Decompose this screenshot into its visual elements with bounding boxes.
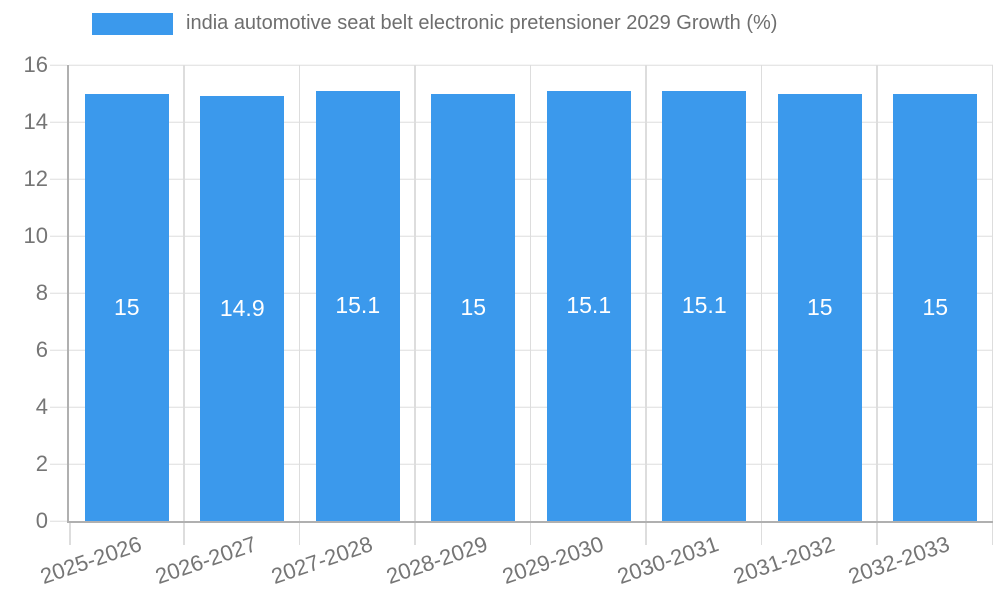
y-tick-mark (50, 520, 67, 522)
h-gridline (69, 178, 993, 180)
v-gridline (298, 65, 300, 521)
bar-value-label: 15 (922, 293, 949, 320)
legend-item[interactable]: india automotive seat belt electronic pr… (92, 12, 777, 35)
y-tick-mark (50, 178, 67, 180)
x-tick-label: 2032-2033 (845, 531, 953, 590)
v-gridline (183, 65, 185, 521)
x-tick-mark (298, 523, 300, 545)
v-gridline (645, 65, 647, 521)
x-tick-mark (529, 523, 531, 545)
x-tick-label: 2030-2031 (614, 531, 722, 590)
y-tick-label: 8 (35, 280, 48, 305)
x-tick-label: 2027-2028 (267, 531, 376, 590)
bar[interactable]: 15 (777, 93, 862, 521)
x-tick-mark (991, 523, 993, 545)
h-gridline (69, 406, 993, 408)
v-gridline (876, 65, 878, 521)
y-tick-label: 12 (23, 166, 48, 191)
y-axis: 0 2 4 6 8 10 12 14 16 (0, 54, 48, 532)
bar-value-label: 15 (806, 293, 833, 320)
y-tick-mark (50, 406, 67, 408)
bar-value-label: 15 (460, 293, 487, 320)
y-tick-label: 0 (35, 508, 48, 533)
y-tick-mark (50, 349, 67, 351)
v-gridline (760, 65, 762, 521)
x-tick-mark (183, 523, 185, 545)
bar[interactable]: 15.1 (546, 90, 631, 521)
legend-swatch (92, 12, 173, 35)
bar[interactable]: 15 (84, 93, 169, 521)
y-tick-label: 10 (23, 223, 48, 248)
bar-value-label: 15.1 (335, 292, 381, 319)
x-tick-label: 2031-2032 (729, 531, 838, 590)
v-gridline (529, 65, 531, 521)
y-tick-label: 6 (35, 337, 48, 362)
x-tick-mark (876, 523, 878, 545)
x-tick-mark (414, 523, 416, 545)
y-tick-mark (50, 235, 67, 237)
legend-label: india automotive seat belt electronic pr… (186, 12, 778, 34)
bar-value-label: 15.1 (566, 292, 612, 319)
bar[interactable]: 15.1 (315, 90, 400, 521)
x-tick-label: 2028-2029 (383, 531, 491, 590)
bar-value-label: 14.9 (219, 295, 265, 322)
bar-value-label: 15.1 (681, 292, 727, 319)
x-tick-label: 2025-2026 (36, 531, 145, 590)
x-tick-mark (760, 523, 762, 545)
x-axis: 2025-2026 2026-2027 2027-2028 2028-2029 2029… (37, 531, 991, 600)
x-tick-label: 2026-2027 (152, 531, 260, 590)
y-tick-mark (50, 292, 67, 294)
y-tick-label: 2 (35, 451, 48, 476)
h-gridline (69, 64, 993, 66)
y-tick-mark (50, 121, 67, 123)
y-tick-label: 4 (35, 394, 48, 419)
y-tick-mark (50, 463, 67, 465)
plot-area: 15 14.9 15.1 15 15.1 15.1 15 15 (50, 64, 993, 545)
bar[interactable]: 15.1 (662, 90, 747, 521)
bar[interactable]: 15 (893, 93, 978, 521)
bar[interactable]: 14.9 (200, 96, 285, 521)
v-gridline (991, 65, 993, 521)
x-tick-mark (69, 523, 71, 545)
h-gridline (69, 292, 993, 294)
x-tick-mark (645, 523, 647, 545)
y-tick-label: 16 (23, 52, 48, 77)
y-tick-label: 14 (23, 109, 48, 134)
x-tick-label: 2029-2030 (498, 531, 607, 590)
h-gridline (69, 463, 993, 465)
h-gridline (69, 349, 993, 351)
h-gridline (69, 235, 993, 237)
y-tick-mark (50, 64, 67, 66)
bar[interactable]: 15 (431, 93, 516, 521)
h-gridline (69, 121, 993, 123)
v-gridline (414, 65, 416, 521)
bar-value-label: 15 (113, 293, 140, 320)
